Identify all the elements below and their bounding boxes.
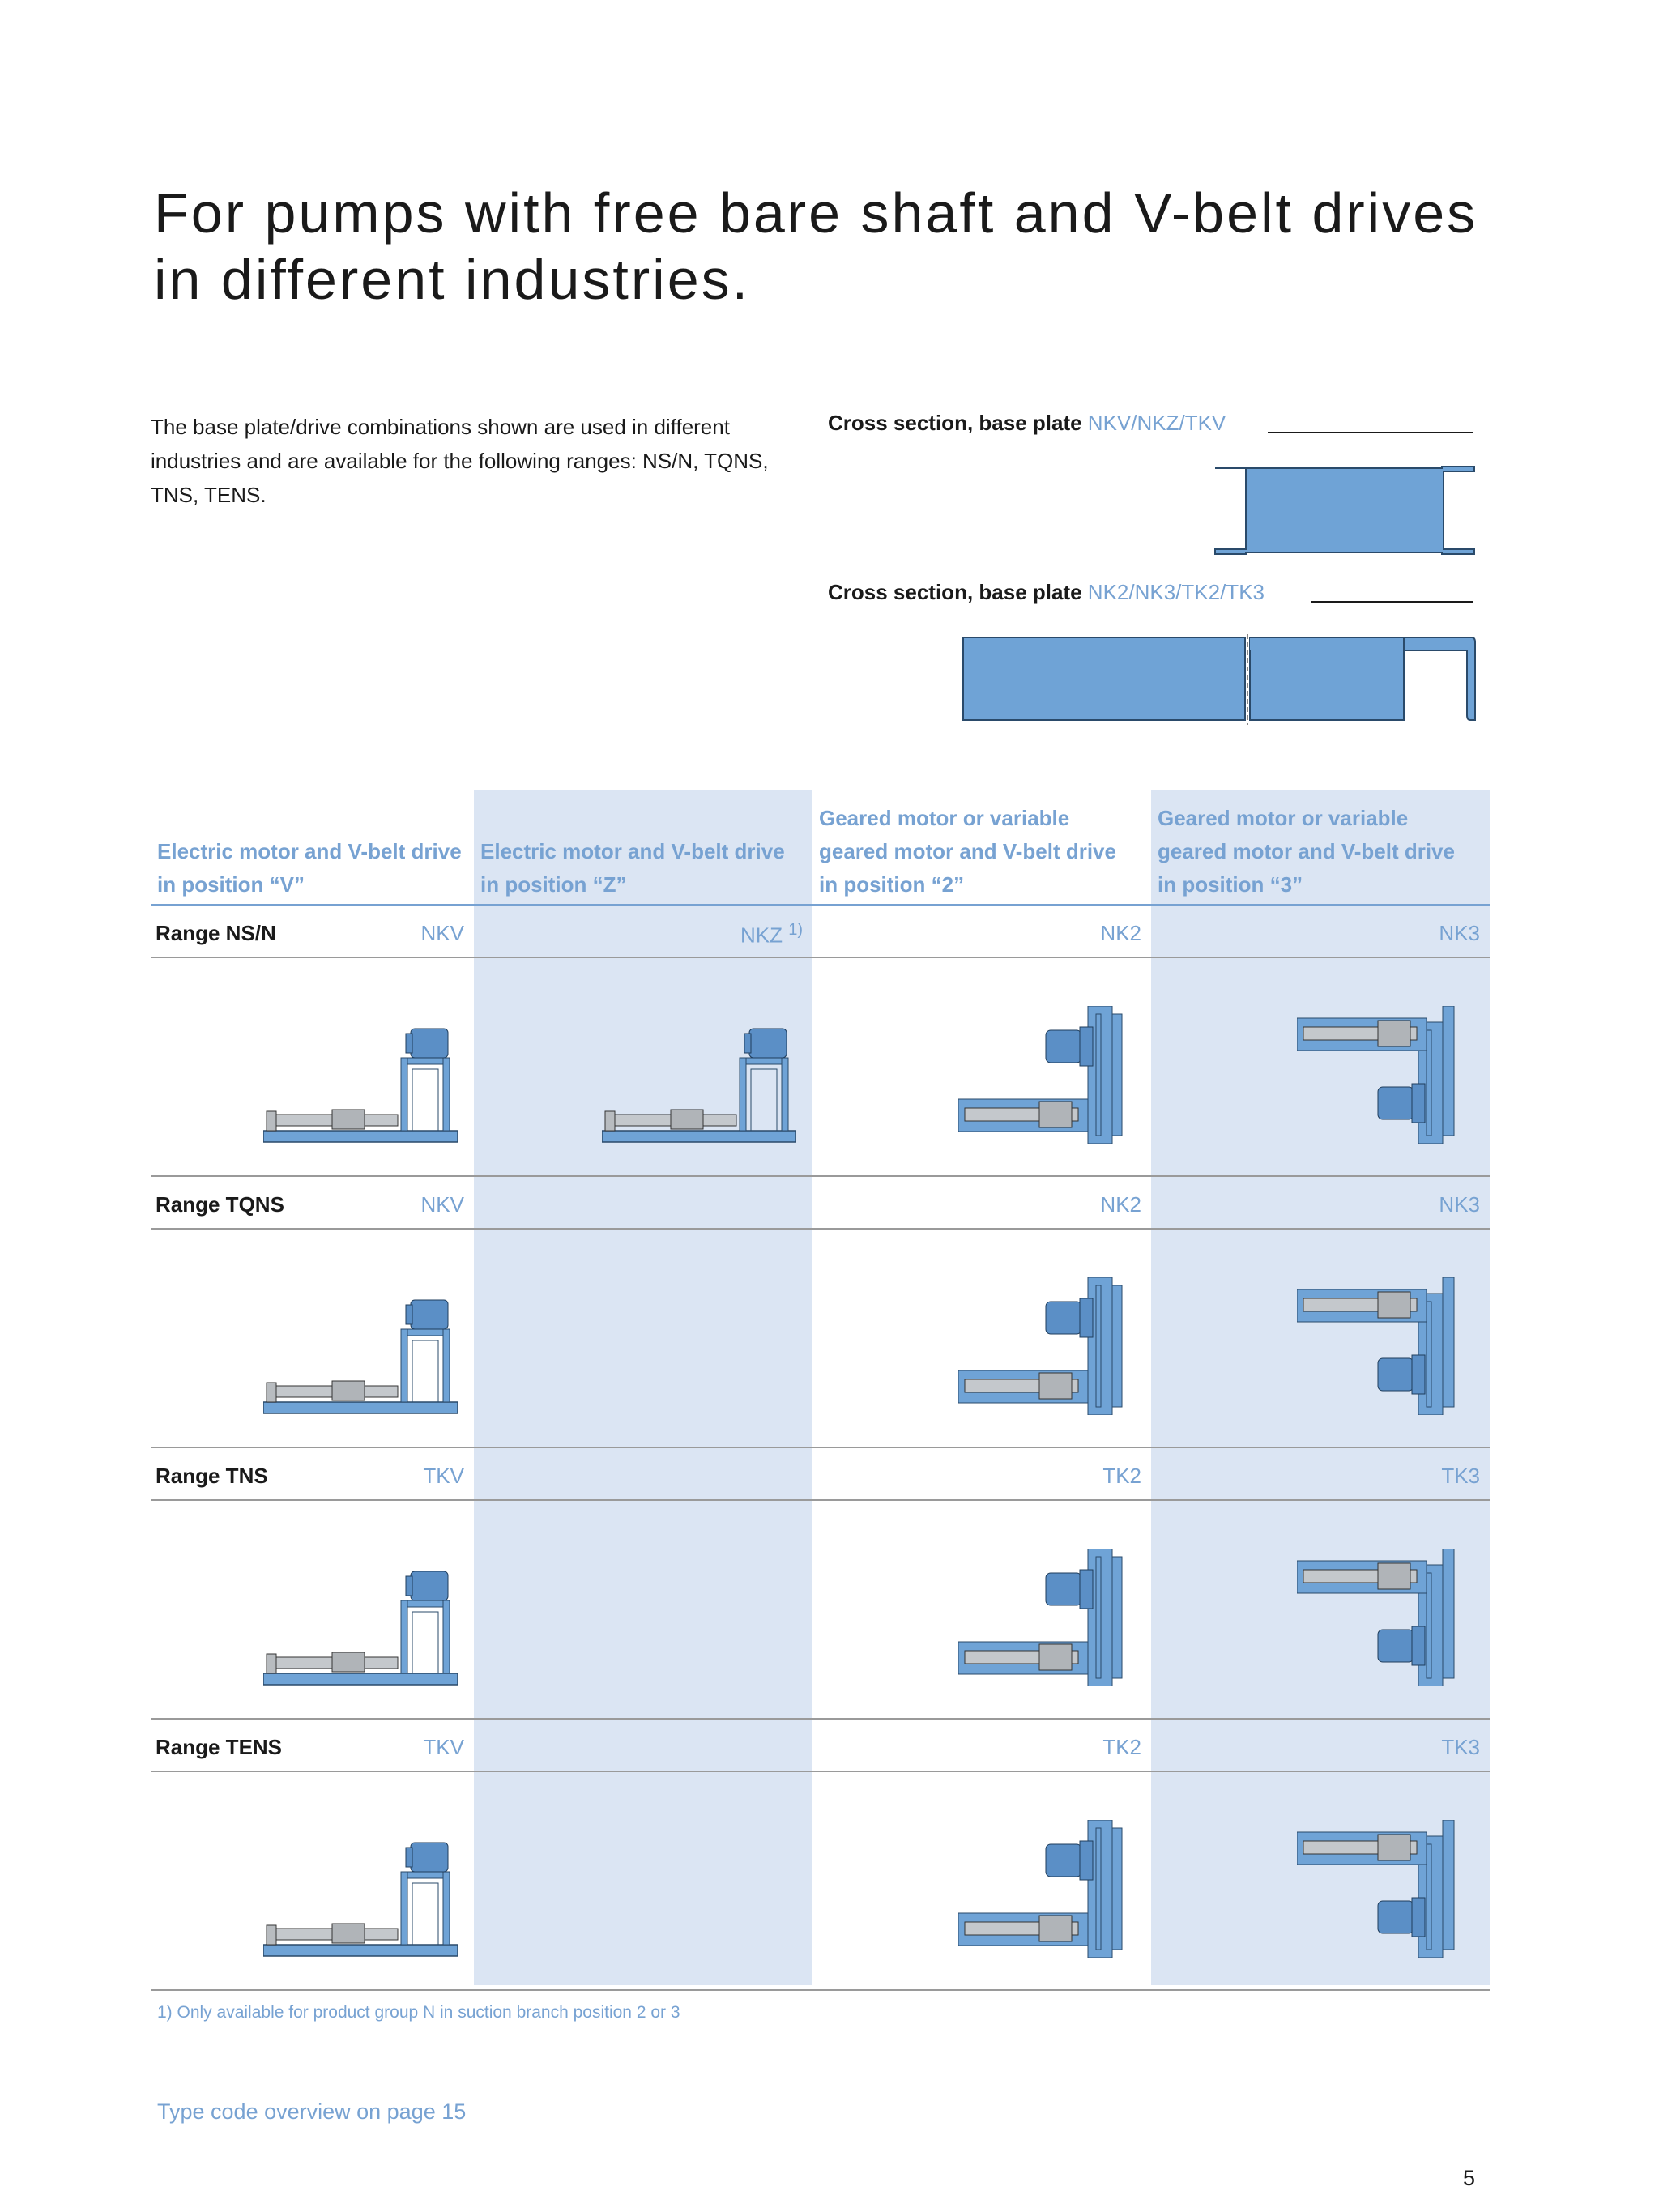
row-rule (151, 1499, 1490, 1501)
pump-symbol (263, 1842, 458, 1957)
range-code: NK3 (1164, 921, 1480, 946)
code-text: NK2 (1100, 921, 1141, 945)
code-text: TKV (423, 1735, 464, 1759)
pump-drawing (1297, 1277, 1455, 1415)
cross-section-label: Cross section, base plate NKV/NKZ/TKV (828, 411, 1226, 436)
range-code: TKV (148, 1735, 464, 1760)
pump-drawing (263, 1842, 458, 1957)
code-text: TK2 (1102, 1735, 1141, 1759)
range-code: NK2 (825, 921, 1141, 946)
row-rule (151, 957, 1490, 958)
leader-line (1268, 432, 1473, 433)
code-text: NKV (420, 921, 464, 945)
range-code: TK2 (825, 1464, 1141, 1489)
row-rule (151, 1771, 1490, 1772)
code-text: TKV (423, 1464, 464, 1488)
label: Cross section, base plate (828, 411, 1082, 435)
code-text: NK3 (1439, 1192, 1480, 1217)
range-code: NKV (148, 1192, 464, 1217)
pump-drawing (958, 1820, 1123, 1958)
cross-section-i-beam (1214, 466, 1475, 555)
range-code: NK2 (825, 1192, 1141, 1217)
header-rule (151, 904, 1490, 906)
row-rule (151, 1447, 1490, 1448)
column-header: Geared motor or variable geared motor an… (1158, 790, 1465, 901)
code-text: NK2 (1100, 1192, 1141, 1217)
header-text: Geared motor or variable geared motor an… (1158, 806, 1455, 897)
code-text: TK3 (1441, 1464, 1480, 1488)
range-label: Range NS/N (156, 921, 276, 945)
footnote: 1) Only available for product group N in… (157, 2003, 680, 2022)
pump-drawing (958, 1549, 1123, 1686)
code-text: NKZ (740, 923, 783, 948)
pump-symbol (958, 1277, 1123, 1415)
pump-symbol (958, 1006, 1123, 1144)
pump-symbol (263, 1571, 458, 1686)
pump-drawing (1297, 1820, 1455, 1958)
pump-drawing (602, 1028, 796, 1143)
pump-drawing (263, 1571, 458, 1686)
column-header: Geared motor or variable geared motor an… (819, 790, 1127, 901)
pump-drawing (958, 1277, 1123, 1415)
code: NK2/NK3/TK2/TK3 (1087, 580, 1265, 604)
header-text: Electric motor and V-belt drive in posit… (157, 839, 462, 897)
range-code: NKV (148, 921, 464, 946)
code-text: NKV (420, 1192, 464, 1217)
pump-drawing (1297, 1549, 1455, 1686)
pump-drawing (958, 1006, 1123, 1144)
leader-line (1311, 601, 1473, 603)
header-text: Electric motor and V-belt drive in posit… (480, 839, 785, 897)
header-text: Geared motor or variable geared motor an… (819, 806, 1116, 897)
pump-symbol (1297, 1006, 1455, 1144)
row-rule (151, 1228, 1490, 1230)
row-rule (151, 1989, 1490, 1991)
range-code: TK3 (1164, 1735, 1480, 1760)
title-line: For pumps with free bare shaft and V-bel… (154, 181, 1478, 245)
range-label: Range TENS (156, 1735, 283, 1759)
range-label: Range TQNS (156, 1192, 284, 1217)
code: NKV/NKZ/TKV (1087, 411, 1226, 435)
cross-section-label: Cross section, base plate NK2/NK3/TK2/TK… (828, 580, 1265, 605)
pump-symbol (263, 1299, 458, 1414)
pump-drawing (263, 1028, 458, 1143)
code-text: NK3 (1439, 921, 1480, 945)
pump-symbol (602, 1028, 796, 1143)
range-code: NK3 (1164, 1192, 1480, 1217)
label: Cross section, base plate (828, 580, 1082, 604)
pump-symbol (1297, 1549, 1455, 1686)
range-code: TK2 (825, 1735, 1141, 1760)
title-line: in different industries. (154, 248, 751, 311)
pump-drawing (1297, 1006, 1455, 1144)
row-rule (151, 1175, 1490, 1177)
page-link[interactable]: Type code overview on page 15 (157, 2099, 467, 2124)
page-number: 5 (1463, 2166, 1476, 2190)
pump-drawing (263, 1299, 458, 1414)
column-header: Electric motor and V-belt drive in posit… (480, 790, 788, 901)
code-text: TK2 (1102, 1464, 1141, 1488)
pump-symbol (263, 1028, 458, 1143)
range-code: TKV (148, 1464, 464, 1489)
pump-symbol (958, 1820, 1123, 1958)
range-label: Range TNS (156, 1464, 268, 1488)
column-header: Electric motor and V-belt drive in posit… (157, 790, 465, 901)
pump-symbol (1297, 1820, 1455, 1958)
range-code: TK3 (1164, 1464, 1480, 1489)
pump-symbol (1297, 1277, 1455, 1415)
column-shade (474, 790, 812, 1985)
footnote-marker: 1) (788, 921, 803, 939)
range-code: NKZ 1) (487, 921, 803, 948)
pump-symbol (958, 1549, 1123, 1686)
code-text: TK3 (1441, 1735, 1480, 1759)
cross-section-channel (962, 634, 1476, 725)
row-rule (151, 1718, 1490, 1720)
intro-text: The base plate/drive combinations shown … (151, 415, 769, 507)
